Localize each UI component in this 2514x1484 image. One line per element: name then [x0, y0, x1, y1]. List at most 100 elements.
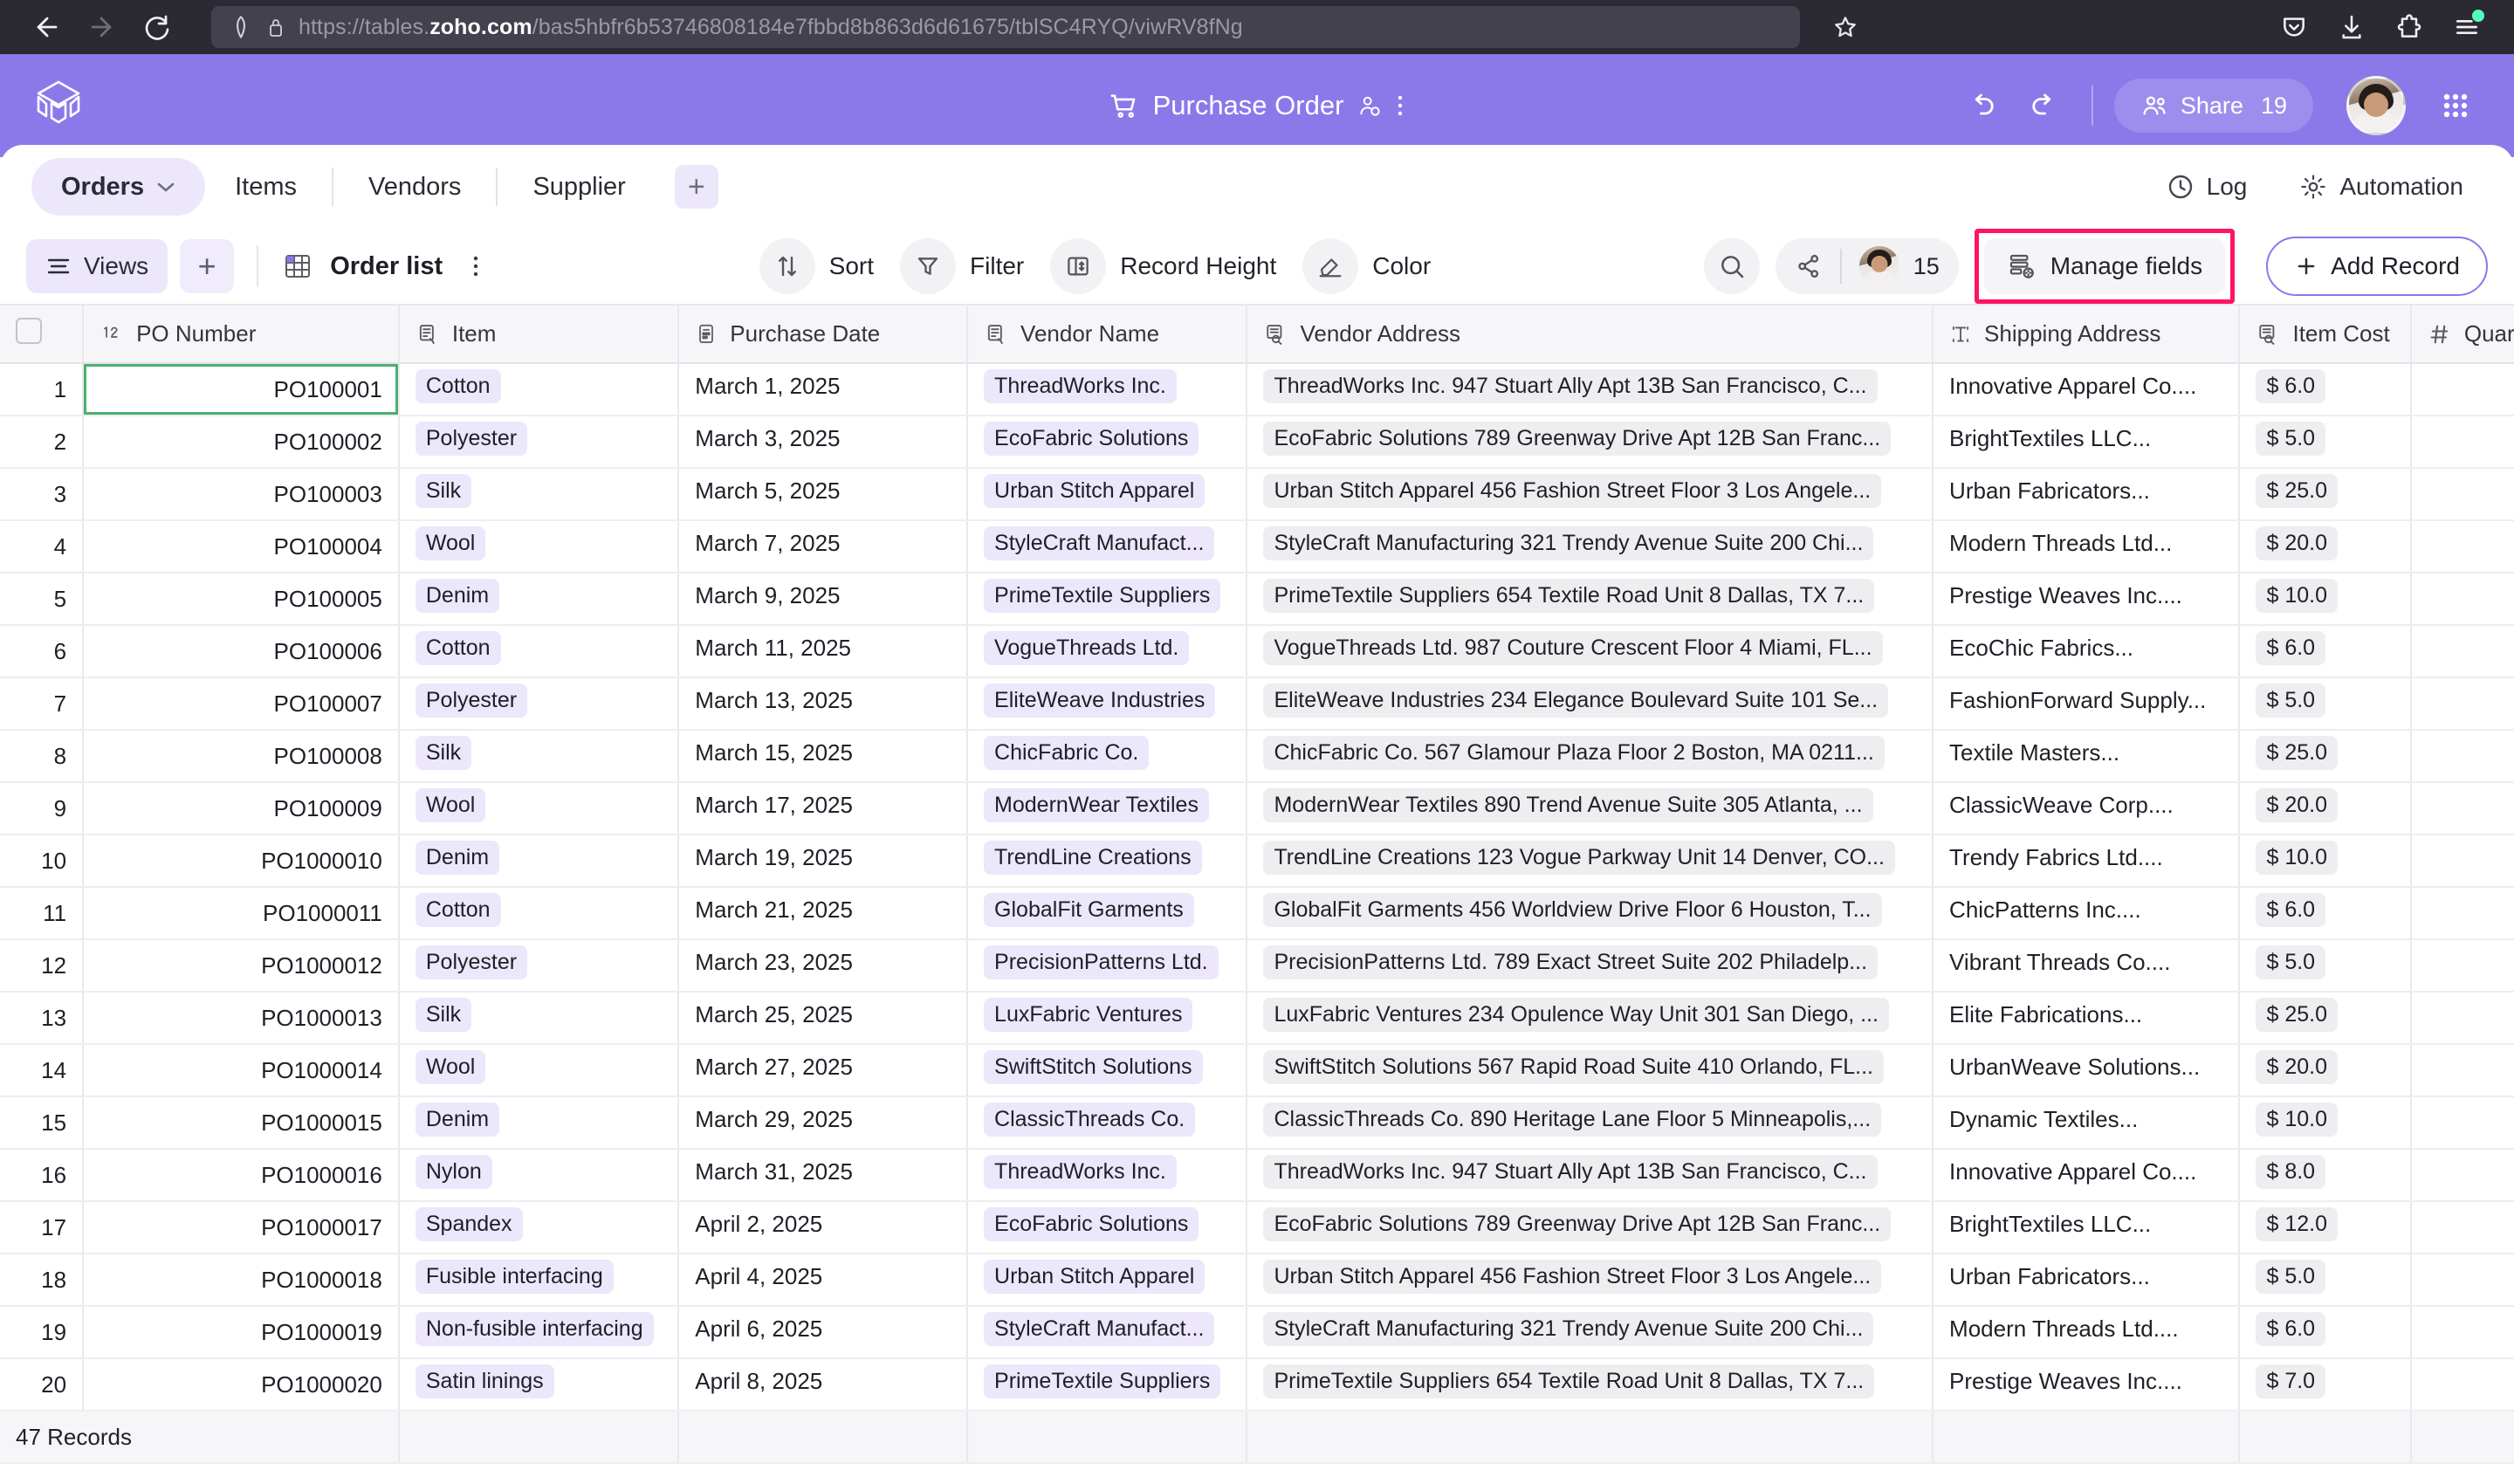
cell-item-cost[interactable]: $ 25.0: [2239, 730, 2412, 783]
views-button[interactable]: Views: [26, 239, 168, 293]
cell-purchase-date[interactable]: March 21, 2025: [678, 887, 969, 940]
cell-po-number[interactable]: PO1000011: [83, 887, 400, 940]
cell-po-number[interactable]: PO100003: [83, 468, 400, 521]
cell-purchase-date[interactable]: March 3, 2025: [678, 416, 969, 469]
browser-reload-button[interactable]: [131, 3, 180, 52]
table-row[interactable]: 1 PO100001 Cotton March 1, 2025 ThreadWorks …: [0, 363, 2514, 416]
cell-quantity[interactable]: [2410, 1306, 2514, 1359]
cell-po-number[interactable]: PO1000010: [83, 835, 400, 888]
row-number-cell[interactable]: 7: [0, 677, 85, 731]
cell-quantity[interactable]: [2410, 1149, 2514, 1202]
cell-purchase-date[interactable]: March 1, 2025: [678, 363, 969, 416]
cell-item[interactable]: Silk: [398, 992, 680, 1045]
cell-item[interactable]: Non-fusible interfacing: [398, 1306, 680, 1359]
table-row[interactable]: 19 PO1000019 Non-fusible interfacing April …: [0, 1306, 2514, 1359]
table-row[interactable]: 14 PO1000014 Wool March 27, 2025 SwiftStitch…: [0, 1044, 2514, 1097]
cell-purchase-date[interactable]: April 8, 2025: [678, 1358, 969, 1412]
cell-po-number[interactable]: PO100007: [83, 677, 400, 731]
cell-purchase-date[interactable]: March 23, 2025: [678, 939, 969, 993]
cell-quantity[interactable]: [2410, 939, 2514, 993]
cell-shipping-address[interactable]: BrightTextiles LLC...: [1933, 1201, 2241, 1254]
cell-item-cost[interactable]: $ 6.0: [2239, 887, 2412, 940]
cell-quantity[interactable]: [2410, 835, 2514, 888]
cell-vendor-name[interactable]: Urban Stitch Apparel: [967, 1254, 1248, 1307]
cell-shipping-address[interactable]: BrightTextiles LLC...: [1933, 416, 2241, 469]
cell-quantity[interactable]: [2410, 468, 2514, 521]
cell-purchase-date[interactable]: March 31, 2025: [678, 1149, 969, 1202]
table-row[interactable]: 3 PO100003 Silk March 5, 2025 Urban Stitch A…: [0, 468, 2514, 521]
cell-shipping-address[interactable]: ClassicWeave Corp....: [1933, 782, 2241, 835]
cell-vendor-address[interactable]: EcoFabric Solutions 789 Greenway Drive A…: [1247, 416, 1934, 469]
column-header-vendor-address[interactable]: Vendor Address: [1247, 306, 1934, 364]
cell-item[interactable]: Spandex: [398, 1201, 680, 1254]
cell-shipping-address[interactable]: ChicPatterns Inc....: [1933, 887, 2241, 940]
hamburger-menu-icon[interactable]: [2442, 3, 2491, 52]
cell-po-number[interactable]: PO100005: [83, 573, 400, 626]
add-record-button[interactable]: Add Record: [2266, 237, 2488, 296]
cell-shipping-address[interactable]: Vibrant Threads Co....: [1933, 939, 2241, 993]
cell-vendor-address[interactable]: GlobalFit Garments 456 Worldview Drive F…: [1247, 887, 1934, 940]
table-row[interactable]: 16 PO1000016 Nylon March 31, 2025 ThreadWork…: [0, 1149, 2514, 1202]
table-row[interactable]: 13 PO1000013 Silk March 25, 2025 LuxFabric V…: [0, 992, 2514, 1045]
table-row[interactable]: 18 PO1000018 Fusible interfacing April 4, 2…: [0, 1254, 2514, 1307]
current-view[interactable]: Order list: [281, 250, 443, 283]
cell-po-number[interactable]: PO1000014: [83, 1044, 400, 1097]
cell-vendor-address[interactable]: Urban Stitch Apparel 456 Fashion Street …: [1247, 1254, 1934, 1307]
cell-purchase-date[interactable]: March 7, 2025: [678, 520, 969, 574]
log-button[interactable]: Log: [2147, 159, 2267, 215]
cell-item-cost[interactable]: $ 8.0: [2239, 1149, 2412, 1202]
table-row[interactable]: 11 PO1000011 Cotton March 21, 2025 GlobalFit…: [0, 887, 2514, 940]
column-header-purchase-date[interactable]: Purchase Date: [678, 306, 969, 364]
cell-item-cost[interactable]: $ 5.0: [2239, 677, 2412, 731]
cell-po-number[interactable]: PO100008: [83, 730, 400, 783]
cell-vendor-name[interactable]: ChicFabric Co.: [967, 730, 1248, 783]
search-icon[interactable]: [1703, 238, 1760, 294]
cell-purchase-date[interactable]: March 9, 2025: [678, 573, 969, 626]
row-number-cell[interactable]: 13: [0, 992, 85, 1045]
browser-forward-button[interactable]: [77, 3, 126, 52]
cell-item-cost[interactable]: $ 5.0: [2239, 1254, 2412, 1307]
cell-vendor-address[interactable]: LuxFabric Ventures 234 Opulence Way Unit…: [1247, 992, 1934, 1045]
record-height-button[interactable]: Record Height: [1050, 238, 1285, 294]
cell-purchase-date[interactable]: March 19, 2025: [678, 835, 969, 888]
cell-item[interactable]: Cotton: [398, 625, 680, 678]
cell-purchase-date[interactable]: April 2, 2025: [678, 1201, 969, 1254]
row-number-cell[interactable]: 12: [0, 939, 85, 993]
cell-vendor-name[interactable]: ClassicThreads Co.: [967, 1096, 1248, 1150]
cell-quantity[interactable]: [2410, 1254, 2514, 1307]
cell-shipping-address[interactable]: Dynamic Textiles...: [1933, 1096, 2241, 1150]
cell-vendor-name[interactable]: EcoFabric Solutions: [967, 1201, 1248, 1254]
color-button[interactable]: Color: [1302, 238, 1439, 294]
cell-vendor-name[interactable]: StyleCraft Manufact...: [967, 520, 1248, 574]
apps-grid-icon[interactable]: [2428, 79, 2483, 133]
cell-vendor-name[interactable]: StyleCraft Manufact...: [967, 1306, 1248, 1359]
cell-quantity[interactable]: [2410, 1044, 2514, 1097]
cell-item-cost[interactable]: $ 6.0: [2239, 625, 2412, 678]
add-view-button[interactable]: +: [180, 239, 235, 293]
cell-item[interactable]: Denim: [398, 835, 680, 888]
cell-quantity[interactable]: [2410, 992, 2514, 1045]
cell-item-cost[interactable]: $ 6.0: [2239, 1306, 2412, 1359]
cell-item-cost[interactable]: $ 5.0: [2239, 416, 2412, 469]
cell-shipping-address[interactable]: EcoChic Fabrics...: [1933, 625, 2241, 678]
cell-quantity[interactable]: [2410, 363, 2514, 416]
cell-po-number[interactable]: PO100009: [83, 782, 400, 835]
cell-item[interactable]: Polyester: [398, 677, 680, 731]
table-row[interactable]: 20 PO1000020 Satin linings April 8, 2025 Pri…: [0, 1358, 2514, 1412]
cell-purchase-date[interactable]: March 15, 2025: [678, 730, 969, 783]
cell-item[interactable]: Satin linings: [398, 1358, 680, 1412]
column-header-shipping-address[interactable]: Shipping Address: [1933, 306, 2241, 364]
cell-item[interactable]: Nylon: [398, 1149, 680, 1202]
row-number-cell[interactable]: 18: [0, 1254, 85, 1307]
add-table-button[interactable]: +: [674, 165, 718, 209]
cell-item[interactable]: Wool: [398, 520, 680, 574]
cell-item-cost[interactable]: $ 10.0: [2239, 573, 2412, 626]
cell-shipping-address[interactable]: Prestige Weaves Inc....: [1933, 573, 2241, 626]
cell-vendor-name[interactable]: ThreadWorks Inc.: [967, 363, 1248, 416]
tab-items[interactable]: Items: [205, 158, 326, 216]
cell-po-number[interactable]: PO100004: [83, 520, 400, 574]
tab-orders[interactable]: Orders: [31, 158, 206, 216]
cell-purchase-date[interactable]: March 11, 2025: [678, 625, 969, 678]
cell-vendor-name[interactable]: SwiftStitch Solutions: [967, 1044, 1248, 1097]
cell-item[interactable]: Silk: [398, 730, 680, 783]
